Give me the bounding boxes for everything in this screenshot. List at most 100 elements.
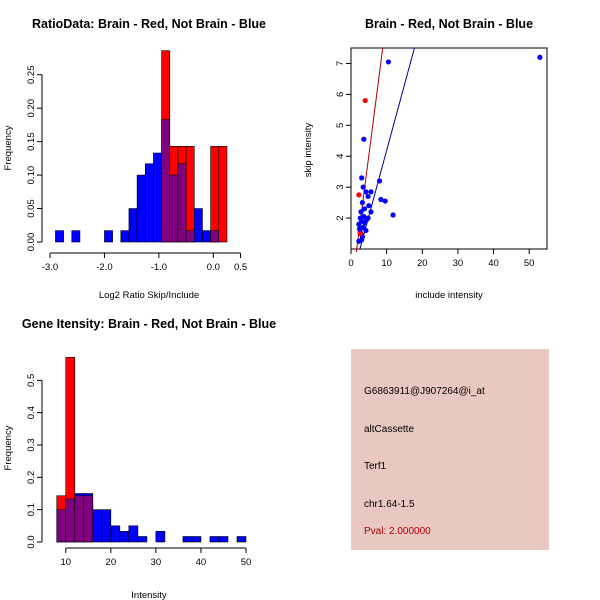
x-tick-label-4: 50	[241, 557, 252, 568]
scatter-axes: 0 10 20 30 40 50 2 3 4 5 6 7	[335, 61, 534, 269]
scatter-y-axis-label: skip intensity	[303, 123, 314, 178]
y-tick-label-2: 0.10	[26, 166, 37, 185]
not-brain-point-10	[390, 212, 396, 218]
scatter-x-axis-label: include intensity	[415, 290, 483, 301]
not-brain-point-6	[363, 189, 369, 195]
overlap-bar-1	[65, 498, 76, 543]
probe-id-text: G6863911@J907264@i_at	[364, 386, 485, 397]
not-brain-point-15	[368, 209, 374, 215]
overlap-bar-15	[177, 163, 187, 243]
not-brain-bar-11	[144, 163, 154, 243]
gene-name-text: Terf1	[364, 461, 387, 472]
not-brain-point-19	[356, 221, 362, 227]
intensity-y-axis-label: Frequency	[3, 425, 14, 470]
ratio-x-axis-label: Log2 Ratio Skip/Include	[99, 290, 199, 301]
scatter-x-tick-label-3: 30	[453, 258, 464, 269]
x-tick-label-2: -1.0	[151, 262, 167, 273]
brain-point-2	[357, 230, 363, 237]
intensity-x-axis-label: Intensity	[131, 590, 167, 600]
brain-bar-20	[218, 146, 228, 243]
x-tick-label-2: 30	[151, 557, 162, 568]
ratio-histogram: RatioData: Brain - Red, Not Brain - Blue…	[3, 17, 266, 301]
not-brain-point-13	[366, 203, 372, 209]
intensity-axes: 10 20 30 40 50 0.0 0.1 0.2 0.3 0.4 0.5	[26, 374, 251, 568]
not-brain-bar-2	[71, 230, 81, 243]
not-brain-bar-20	[236, 536, 247, 543]
not-brain-point-5	[360, 184, 366, 190]
not-brain-bar-9	[137, 536, 148, 543]
scatter-y-tick-label-0: 2	[335, 215, 346, 220]
not-brain-point-1	[385, 59, 392, 65]
not-brain-point-30	[361, 220, 368, 226]
not-brain-bar-15	[191, 536, 202, 543]
not-brain-bar-17	[209, 536, 220, 543]
scatter-x-tick-label-4: 40	[488, 258, 499, 269]
brain-point-0	[362, 97, 368, 104]
y-tick-label-4: 0.20	[26, 99, 37, 118]
probe-info-panel: G6863911@J907264@i_at altCassette Terf1 …	[351, 349, 549, 550]
not-brain-bar-12	[153, 152, 162, 243]
not-brain-point-0	[537, 54, 543, 60]
y-tick-label-5: 0.25	[26, 66, 37, 85]
not-brain-bar-17	[193, 208, 203, 243]
overlap-bar-16	[185, 230, 195, 243]
scatter-y-tick-label-1: 3	[335, 185, 346, 190]
not-brain-bar-0	[55, 230, 64, 243]
scatter-points	[356, 54, 543, 244]
location-text: chr1.64-1.5	[364, 499, 415, 510]
not-brain-bar-6	[110, 525, 121, 543]
scatter-x-tick-label-0: 0	[348, 258, 353, 269]
x-tick-label-0: -3.0	[42, 262, 58, 273]
y-tick-label-2: 0.2	[26, 471, 37, 484]
overlap-bar-3	[83, 495, 94, 543]
not-brain-point-31	[356, 226, 363, 232]
not-brain-point-28	[358, 209, 364, 215]
brain-point-1	[356, 192, 362, 198]
not-brain-bar-7	[119, 531, 130, 543]
overlap-bar-0	[56, 509, 67, 543]
scatter-y-tick-label-5: 7	[335, 61, 346, 66]
not-brain-bar-8	[120, 230, 130, 243]
overlap-bar-2	[74, 495, 85, 543]
not-brain-point-4	[359, 175, 365, 181]
intensity-chart-title: Gene Itensity: Brain - Red, Not Brain - …	[22, 317, 276, 331]
not-brain-bar-11	[155, 531, 166, 543]
scatter-plot-box	[350, 47, 548, 250]
ratio-axes: -3.0 -2.0 -1.0 0.0 0.5 0.00 0.05 0.10 0.15 0.20 0.…	[26, 66, 247, 273]
scatter-y-tick-label-3: 5	[335, 123, 346, 128]
overlap-bar-13	[161, 119, 171, 243]
not-brain-bar-4	[92, 509, 103, 543]
not-brain-point-26	[356, 238, 362, 244]
overlap-bar-19	[210, 230, 220, 243]
ratio-y-axis-label: Frequency	[3, 125, 14, 170]
not-brain-point-2	[361, 136, 367, 142]
not-brain-point-12	[359, 200, 366, 206]
not-brain-bar-10	[136, 174, 146, 243]
x-tick-label-4: 0.5	[234, 262, 247, 273]
intensity-histogram: Gene Itensity: Brain - Red, Not Brain - …	[3, 317, 276, 600]
ratio-bars	[55, 50, 228, 243]
intensity-scatter: Brain - Red, Not Brain - Blue include in…	[303, 17, 548, 301]
not-brain-bar-18	[218, 536, 229, 543]
scatter-y-tick-label-2: 4	[335, 154, 346, 159]
scatter-x-tick-label-5: 50	[524, 258, 535, 269]
pval-text: Pval: 2.000000	[364, 526, 431, 537]
not-brain-point-14	[361, 206, 368, 212]
not-brain-point-9	[382, 198, 388, 204]
y-tick-label-0: 0.0	[26, 535, 37, 548]
not-brain-bar-5	[101, 509, 112, 543]
not-brain-point-21	[363, 227, 369, 234]
y-tick-label-0: 0.00	[26, 233, 37, 252]
not-brain-point-3	[376, 178, 383, 184]
not-brain-point-7	[368, 189, 374, 195]
not-brain-bar-14	[182, 536, 193, 543]
not-brain-bar-8	[128, 525, 139, 543]
x-tick-label-0: 10	[60, 557, 71, 568]
x-tick-label-3: 0.0	[207, 262, 220, 273]
brain-bar-19	[210, 146, 220, 243]
not-brain-bar-18	[202, 230, 211, 243]
scatter-x-tick-label-2: 20	[417, 258, 428, 269]
x-tick-label-1: -2.0	[96, 262, 112, 273]
not-brain-point-11	[365, 193, 371, 200]
